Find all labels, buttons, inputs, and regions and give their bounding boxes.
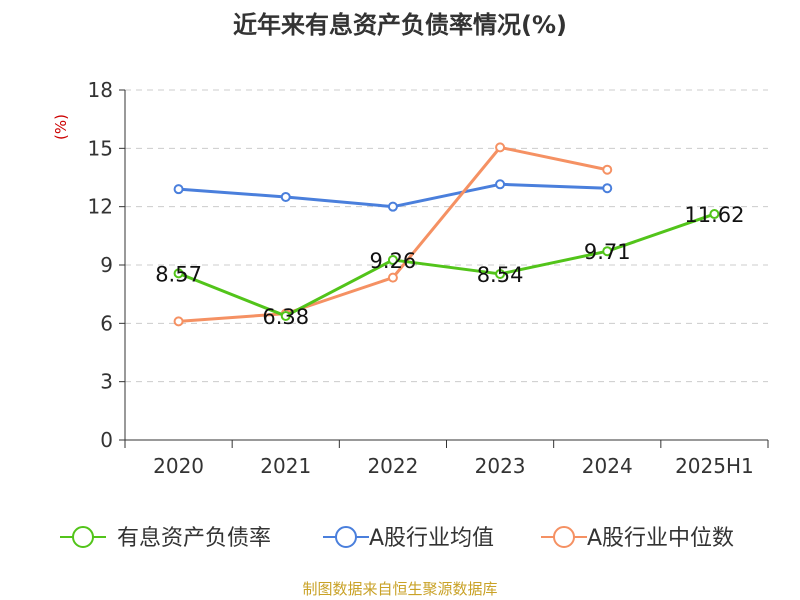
chart-title: 近年来有息资产负债率情况(%) — [233, 11, 567, 39]
data-point — [602, 183, 613, 194]
y-tick-label: 15 — [88, 136, 113, 160]
y-tick-label: 12 — [88, 195, 113, 219]
legend-label: 有息资产负债率 — [117, 526, 271, 551]
legend-label: A股行业均值 — [369, 526, 494, 551]
x-tick-label: 2022 — [367, 454, 418, 478]
legend-item: A股行业中位数 — [541, 526, 734, 551]
data-label: 9.71 — [584, 240, 631, 264]
data-label: 6.38 — [262, 305, 309, 329]
data-label: 9.26 — [370, 249, 417, 273]
legend-item: 有息资产负债率 — [60, 526, 271, 551]
series-2 — [173, 142, 613, 327]
axes: 0 3 6 9 12 15 18 2020 2021 2022 2023 2024 2025H1 — [88, 78, 769, 478]
x-tick-label: 2021 — [260, 454, 311, 478]
data-label: 8.54 — [477, 263, 524, 287]
y-tick-label: 0 — [100, 428, 113, 452]
data-point — [387, 201, 398, 212]
data-point — [173, 316, 184, 327]
series-layer — [173, 142, 720, 327]
series-line — [177, 212, 716, 318]
data-label: 8.57 — [155, 262, 202, 286]
legend-swatch-marker — [72, 526, 94, 548]
data-point — [280, 191, 291, 202]
data-point — [280, 310, 291, 321]
y-tick-label: 3 — [100, 370, 113, 394]
series-1 — [173, 179, 613, 212]
data-point — [495, 268, 506, 279]
legend-item: A股行业均值 — [323, 526, 494, 551]
data-point — [495, 142, 506, 153]
data-point — [602, 246, 613, 257]
data-point — [602, 164, 613, 175]
series-line — [177, 145, 609, 323]
y-tick-label: 9 — [100, 253, 113, 277]
x-tick-label: 2025H1 — [675, 454, 754, 478]
data-labels: 8.57 6.38 9.26 8.54 9.71 11.62 — [155, 203, 744, 329]
x-tick-label: 2024 — [582, 454, 633, 478]
data-point — [387, 254, 398, 265]
series-0 — [173, 209, 720, 321]
data-point — [173, 184, 184, 195]
legend-swatch-marker — [553, 526, 575, 548]
gridlines — [125, 89, 768, 383]
data-point — [709, 209, 720, 220]
source-note: 制图数据来自恒生聚源数据库 — [302, 580, 497, 598]
y-tick-label: 6 — [100, 311, 113, 335]
data-point — [173, 268, 184, 279]
legend-label: A股行业中位数 — [587, 526, 734, 551]
legend-swatch-marker — [335, 526, 357, 548]
data-point — [495, 179, 506, 190]
y-axis-unit: (%) — [52, 114, 70, 140]
y-tick-label: 18 — [88, 78, 113, 102]
legend: 有息资产负债率 A股行业均值 A股行业中位数 — [60, 526, 734, 551]
x-tick-label: 2020 — [153, 454, 204, 478]
data-label: 11.62 — [684, 203, 744, 227]
x-tick-label: 2023 — [475, 454, 526, 478]
data-point — [387, 272, 398, 283]
